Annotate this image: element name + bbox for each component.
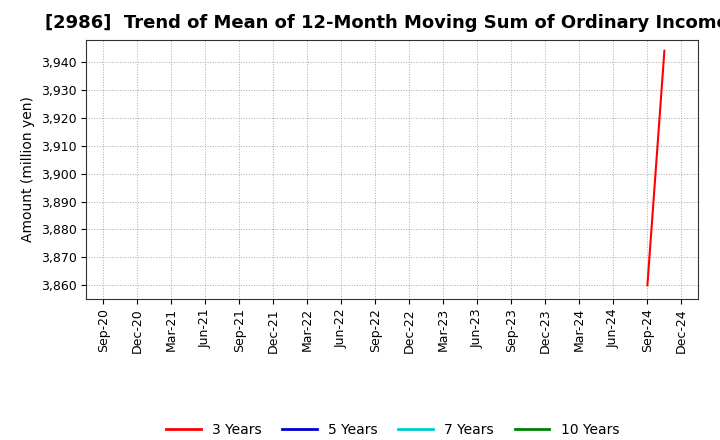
Y-axis label: Amount (million yen): Amount (million yen) <box>22 96 35 242</box>
Title: [2986]  Trend of Mean of 12-Month Moving Sum of Ordinary Incomes: [2986] Trend of Mean of 12-Month Moving … <box>45 15 720 33</box>
Legend: 3 Years, 5 Years, 7 Years, 10 Years: 3 Years, 5 Years, 7 Years, 10 Years <box>161 418 624 440</box>
